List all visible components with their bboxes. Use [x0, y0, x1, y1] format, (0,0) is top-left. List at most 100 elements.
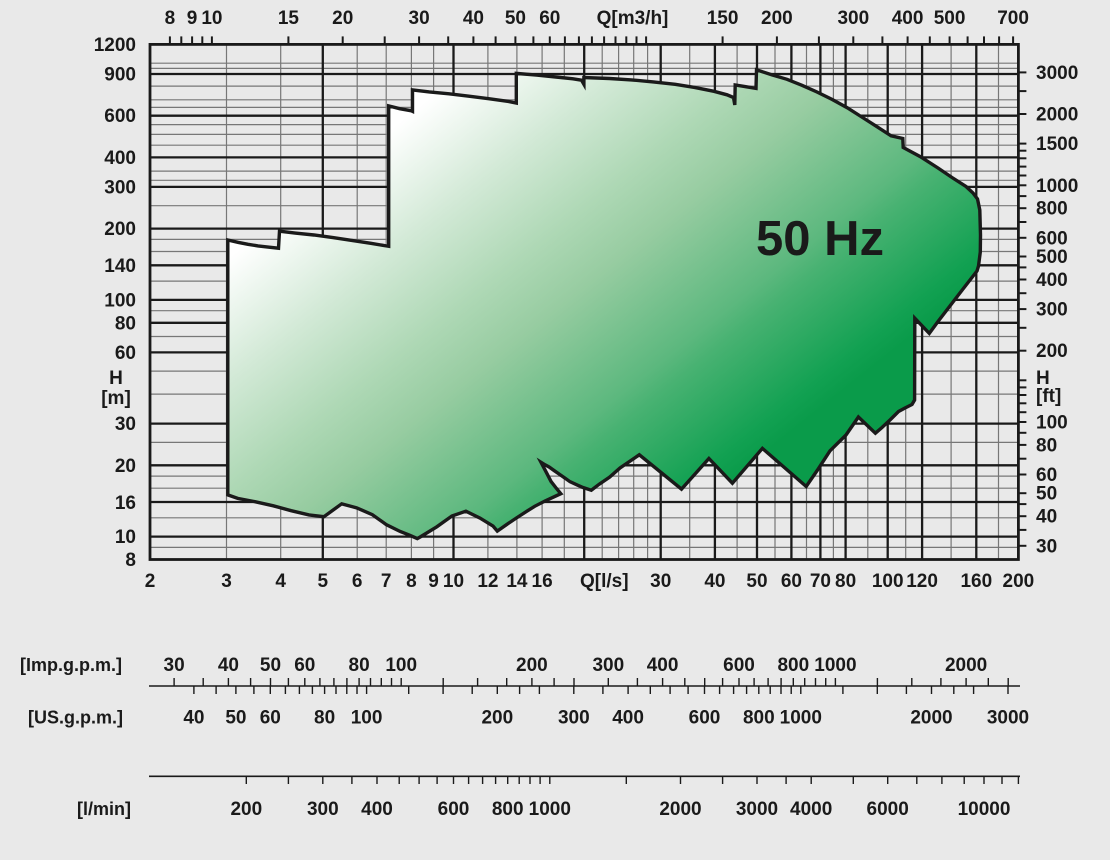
svg-text:6: 6	[352, 571, 363, 592]
svg-text:1500: 1500	[1036, 134, 1078, 155]
svg-text:600: 600	[723, 655, 755, 676]
svg-text:700: 700	[997, 8, 1029, 29]
svg-text:400: 400	[892, 8, 924, 29]
svg-text:200: 200	[761, 8, 793, 29]
svg-text:1200: 1200	[94, 35, 136, 56]
svg-text:30: 30	[409, 8, 430, 29]
svg-text:10: 10	[443, 571, 464, 592]
svg-text:15: 15	[278, 8, 300, 29]
svg-text:5: 5	[318, 571, 329, 592]
svg-text:Q[m3/h]: Q[m3/h]	[597, 8, 669, 29]
svg-text:40: 40	[218, 655, 239, 676]
svg-text:2: 2	[145, 571, 156, 592]
svg-text:80: 80	[115, 313, 136, 334]
svg-text:[US.g.p.m.]: [US.g.p.m.]	[28, 708, 123, 728]
svg-text:8: 8	[165, 8, 176, 29]
svg-text:1000: 1000	[529, 799, 571, 820]
svg-text:4: 4	[275, 571, 286, 592]
svg-text:60: 60	[539, 8, 560, 29]
svg-text:8: 8	[406, 571, 417, 592]
svg-text:1000: 1000	[814, 655, 856, 676]
svg-text:400: 400	[104, 148, 136, 169]
svg-text:50 Hz: 50 Hz	[756, 212, 884, 266]
svg-text:16: 16	[115, 493, 136, 514]
svg-text:3000: 3000	[736, 799, 778, 820]
svg-text:40: 40	[704, 571, 725, 592]
svg-text:100: 100	[1036, 413, 1068, 434]
svg-text:1000: 1000	[1036, 176, 1078, 197]
svg-text:30: 30	[115, 414, 136, 435]
svg-text:9: 9	[428, 571, 439, 592]
svg-text:60: 60	[781, 571, 802, 592]
svg-text:3000: 3000	[1036, 63, 1078, 84]
svg-text:[l/min]: [l/min]	[77, 799, 131, 819]
svg-text:80: 80	[1036, 435, 1057, 456]
svg-text:9: 9	[187, 8, 198, 29]
svg-text:3: 3	[221, 571, 232, 592]
svg-text:60: 60	[115, 343, 136, 364]
svg-text:3000: 3000	[987, 708, 1029, 729]
svg-text:10: 10	[115, 527, 136, 548]
svg-text:2000: 2000	[945, 655, 987, 676]
svg-text:20: 20	[332, 8, 353, 29]
svg-text:2000: 2000	[659, 799, 701, 820]
svg-text:150: 150	[707, 8, 739, 29]
svg-text:2000: 2000	[1036, 105, 1078, 126]
svg-text:200: 200	[1036, 341, 1068, 362]
svg-text:1000: 1000	[780, 708, 822, 729]
svg-text:600: 600	[438, 799, 470, 820]
svg-text:16: 16	[532, 571, 553, 592]
svg-text:600: 600	[1036, 228, 1068, 249]
svg-text:50: 50	[505, 8, 526, 29]
svg-text:2000: 2000	[910, 708, 952, 729]
svg-text:[m]: [m]	[101, 388, 131, 409]
svg-text:300: 300	[104, 177, 136, 198]
svg-text:50: 50	[225, 708, 246, 729]
svg-text:200: 200	[1003, 571, 1035, 592]
svg-text:80: 80	[349, 655, 370, 676]
svg-text:800: 800	[743, 708, 775, 729]
svg-text:300: 300	[307, 799, 339, 820]
svg-text:80: 80	[314, 708, 335, 729]
svg-text:200: 200	[481, 708, 513, 729]
svg-text:100: 100	[385, 655, 417, 676]
svg-text:20: 20	[115, 456, 136, 477]
svg-text:120: 120	[906, 571, 938, 592]
svg-text:800: 800	[492, 799, 524, 820]
svg-text:8: 8	[125, 550, 136, 571]
svg-text:800: 800	[777, 655, 809, 676]
svg-text:[ft]: [ft]	[1036, 386, 1061, 407]
svg-text:900: 900	[104, 65, 136, 86]
svg-text:600: 600	[689, 708, 721, 729]
svg-text:H: H	[1036, 368, 1050, 389]
svg-text:200: 200	[104, 219, 136, 240]
svg-text:400: 400	[647, 655, 679, 676]
svg-text:500: 500	[1036, 247, 1068, 268]
svg-text:H: H	[109, 368, 123, 389]
svg-text:60: 60	[1036, 465, 1057, 486]
svg-text:[Imp.g.p.m.]: [Imp.g.p.m.]	[20, 655, 122, 675]
svg-text:200: 200	[516, 655, 548, 676]
svg-text:300: 300	[837, 8, 869, 29]
svg-text:80: 80	[835, 571, 856, 592]
svg-text:14: 14	[506, 571, 528, 592]
svg-text:Q[l/s]: Q[l/s]	[580, 571, 629, 592]
svg-text:140: 140	[104, 256, 136, 277]
svg-text:100: 100	[872, 571, 904, 592]
svg-text:30: 30	[164, 655, 185, 676]
svg-text:400: 400	[1036, 270, 1068, 291]
svg-text:400: 400	[361, 799, 393, 820]
svg-text:40: 40	[1036, 507, 1057, 528]
svg-text:40: 40	[463, 8, 484, 29]
svg-text:70: 70	[810, 571, 831, 592]
svg-text:200: 200	[230, 799, 262, 820]
svg-text:400: 400	[612, 708, 644, 729]
svg-text:4000: 4000	[790, 799, 832, 820]
svg-text:300: 300	[558, 708, 590, 729]
svg-text:60: 60	[260, 708, 281, 729]
svg-text:6000: 6000	[867, 799, 909, 820]
svg-text:500: 500	[934, 8, 966, 29]
svg-text:30: 30	[650, 571, 671, 592]
svg-text:7: 7	[381, 571, 392, 592]
svg-text:50: 50	[1036, 484, 1057, 505]
